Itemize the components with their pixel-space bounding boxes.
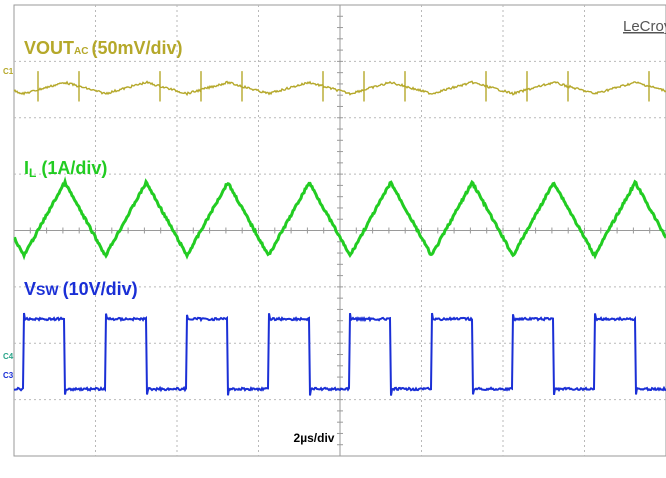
ch1-marker: C1 (3, 67, 14, 76)
switch-node-name: V (24, 279, 36, 299)
vout-ac-label: VOUTAC (50mV/div) (24, 38, 183, 58)
inductor-current-subscript: L (29, 166, 36, 180)
inductor-current-scale: (1A/div) (41, 158, 107, 178)
inductor-current-label: IL (1A/div) (24, 158, 107, 180)
vout-ac-trace (13, 71, 666, 102)
graticule-grid (13, 4, 666, 457)
timebase-label: 2µs/div (294, 431, 335, 445)
inductor-current-trace (13, 176, 666, 261)
switch-node-scale: (10V/div) (63, 279, 138, 299)
switch-node-label: VSW (10V/div) (24, 279, 138, 299)
ch3-marker: C3 (3, 371, 14, 380)
switch-node-trace (13, 312, 666, 396)
ch4-marker: C4 (3, 352, 14, 361)
vout-ac-scale: (50mV/div) (91, 38, 182, 58)
vout-ac-name: VOUT (24, 38, 74, 58)
inductor-current-name: I (24, 158, 29, 178)
switch-node-subscript: SW (36, 282, 59, 298)
vout-ac-subscript: AC (74, 46, 88, 57)
lecroy-logo: LeCroy (623, 18, 666, 35)
traces (13, 71, 666, 396)
